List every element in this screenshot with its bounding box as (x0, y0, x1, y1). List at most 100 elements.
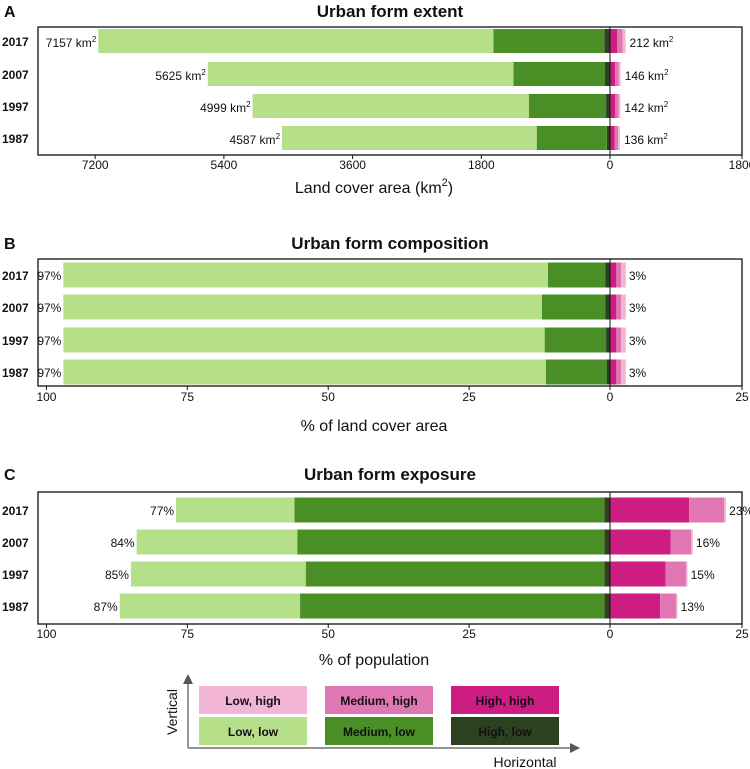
legend-swatch-low-high (199, 686, 307, 714)
tick-label: 75 (181, 390, 195, 404)
tick-label: 0 (607, 627, 614, 641)
right-value-label: 16% (696, 536, 720, 550)
bar-high-low (604, 561, 610, 587)
bar-high-high (610, 126, 615, 150)
right-value-label: 136 km2 (624, 132, 668, 147)
legend-vertical-label: Vertical (164, 689, 180, 735)
bar-low-high (621, 359, 626, 385)
tick-label: 25 (735, 390, 749, 404)
legend-label: High, high (476, 694, 535, 708)
x-axis-label-tail: ) (448, 180, 453, 197)
bar-high-low (604, 593, 610, 619)
bar-low-high (676, 593, 678, 619)
bar-medium-low (493, 29, 605, 53)
year-label: 2007 (2, 301, 29, 315)
tick-label: 50 (322, 627, 336, 641)
legend-label: Low, low (228, 725, 279, 739)
year-label: 2007 (2, 68, 29, 82)
bar-low-high (622, 29, 626, 53)
bar-high-high (610, 593, 661, 619)
bar-medium-low (297, 529, 605, 555)
bar-medium-low (544, 327, 607, 353)
right-value-label-main: 146 km (625, 69, 664, 83)
legend: Vertical Horizontal Low, high Medium, high H… (164, 674, 580, 769)
bar-medium-low (548, 262, 606, 288)
tick-label: 75 (181, 627, 195, 641)
tick-label: 100 (36, 627, 56, 641)
bar-medium-high (617, 29, 623, 53)
bar-medium-low (536, 126, 607, 150)
bar-low-high (691, 529, 693, 555)
legend-label: Medium, high (340, 694, 417, 708)
tick-label: 0 (607, 158, 614, 172)
bar-low-high (724, 497, 727, 523)
year-label: 2017 (2, 35, 29, 49)
right-value-label: 13% (681, 600, 705, 614)
year-label: 2017 (2, 504, 29, 518)
right-value-label: 212 km2 (630, 35, 674, 50)
right-value-label-sup: 2 (664, 100, 669, 109)
year-label: 2017 (2, 269, 29, 283)
bar-low-low (176, 497, 295, 523)
year-label: 1997 (2, 568, 29, 582)
tick-label: 0 (607, 390, 614, 404)
bar-medium-high (614, 94, 619, 118)
bar-high-low (606, 126, 610, 150)
year-label: 1987 (2, 132, 29, 146)
panel-title: Urban form exposure (304, 465, 476, 484)
panel-title: Urban form extent (317, 2, 464, 21)
bar-medium-low (545, 359, 607, 385)
bar-low-low (282, 126, 537, 150)
right-value-label-sup: 2 (663, 132, 668, 141)
bar-high-high (610, 327, 617, 353)
bar-medium-high (665, 561, 687, 587)
left-value-label: 4999 km2 (200, 100, 251, 115)
right-value-label-main: 212 km (630, 36, 669, 50)
year-label: 1997 (2, 100, 29, 114)
left-value-label-sup: 2 (276, 132, 281, 141)
right-value-label-sup: 2 (664, 68, 669, 77)
legend-swatch-low-low (199, 717, 307, 745)
bar-medium-low (300, 593, 605, 619)
panel-letter: B (4, 236, 16, 253)
bar-high-low (604, 29, 610, 53)
legend-label: Low, high (225, 694, 281, 708)
bar-high-high (610, 529, 671, 555)
bar-low-low (63, 262, 549, 288)
left-value-label: 4587 km2 (230, 132, 281, 147)
arrow-right-icon (570, 743, 580, 753)
left-value-label: 97% (37, 334, 61, 348)
bar-low-low (98, 29, 494, 53)
bar-medium-high (616, 359, 622, 385)
bar-low-low (136, 529, 298, 555)
left-value-label: 84% (111, 536, 135, 550)
year-label: 2007 (2, 536, 29, 550)
right-value-label-main: 142 km (624, 101, 663, 115)
bar-low-low (63, 327, 545, 353)
left-value-label: 85% (105, 568, 129, 582)
bar-medium-low (528, 94, 607, 118)
legend-swatch-high-low (451, 717, 559, 745)
left-value-label: 7157 km2 (46, 35, 97, 50)
bar-low-high (686, 561, 688, 587)
left-value-label-sup: 2 (201, 68, 206, 77)
panel-title: Urban form composition (291, 234, 488, 253)
bar-medium-high (614, 126, 619, 150)
right-value-label: 15% (691, 568, 715, 582)
bar-high-high (610, 294, 617, 320)
bar-high-high (610, 29, 618, 53)
bar-high-low (606, 359, 610, 385)
bar-high-high (610, 62, 616, 86)
legend-label: Medium, low (343, 725, 416, 739)
panel-letter: A (4, 4, 16, 21)
right-value-label: 3% (629, 269, 647, 283)
tick-label: 25 (735, 627, 749, 641)
bar-high-high (610, 359, 617, 385)
bar-medium-high (689, 497, 725, 523)
left-value-label-sup: 2 (92, 35, 97, 44)
tick-label: 100 (36, 390, 56, 404)
tick-label: 5400 (211, 158, 238, 172)
x-axis-label: Land cover area (km2) (295, 177, 453, 197)
